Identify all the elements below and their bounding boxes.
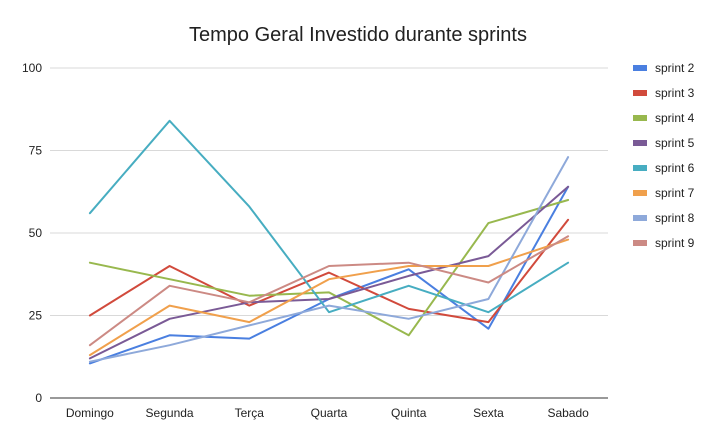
- legend-item: sprint 9: [633, 236, 695, 250]
- series-line-sprint-9: [88, 235, 570, 347]
- legend-swatch: [633, 215, 647, 221]
- legend-swatch: [633, 190, 647, 196]
- x-tick-label: Terça: [235, 406, 265, 420]
- y-tick-label: 75: [29, 144, 43, 158]
- y-axis-ticks: 0 25 50 75 100: [22, 61, 42, 405]
- x-axis-ticks: Domingo Segunda Terça Quarta Quinta Sexta Saba…: [66, 406, 589, 420]
- legend-swatch: [633, 140, 647, 146]
- legend-item: sprint 8: [633, 211, 695, 225]
- x-tick-label: Quarta: [311, 406, 348, 420]
- legend-swatch: [633, 115, 647, 121]
- legend-swatch: [633, 165, 647, 171]
- x-tick-label: Quinta: [391, 406, 427, 420]
- x-tick-label: Domingo: [66, 406, 114, 420]
- legend: sprint 2 sprint 3 sprint 4 sprint 5 sprint 6…: [633, 61, 695, 250]
- series-line-sprint-8: [88, 156, 570, 363]
- series-lines: [88, 119, 570, 365]
- legend-label: sprint 9: [655, 236, 695, 250]
- series-line-sprint-4: [88, 199, 570, 337]
- legend-swatch: [633, 65, 647, 71]
- legend-item: sprint 5: [633, 136, 695, 150]
- series-line-sprint-6: [88, 119, 570, 314]
- legend-item: sprint 7: [633, 186, 695, 200]
- y-tick-label: 50: [29, 226, 43, 240]
- y-tick-label: 0: [35, 391, 42, 405]
- y-tick-label: 100: [22, 61, 42, 75]
- series-line-sprint-2: [88, 185, 570, 365]
- legend-swatch: [633, 240, 647, 246]
- y-tick-label: 25: [29, 309, 43, 323]
- legend-item: sprint 4: [633, 111, 695, 125]
- legend-label: sprint 6: [655, 161, 695, 175]
- legend-label: sprint 3: [655, 86, 695, 100]
- series-line-sprint-3: [88, 218, 570, 324]
- legend-item: sprint 2: [633, 61, 695, 75]
- chart-title: Tempo Geral Investido durante sprints: [189, 24, 527, 46]
- x-tick-label: Segunda: [146, 406, 194, 420]
- legend-swatch: [633, 90, 647, 96]
- legend-label: sprint 5: [655, 136, 695, 150]
- series-line-sprint-5: [88, 185, 570, 360]
- series-line-sprint-7: [88, 238, 570, 357]
- x-tick-label: Sabado: [547, 406, 589, 420]
- legend-label: sprint 7: [655, 186, 695, 200]
- legend-label: sprint 4: [655, 111, 695, 125]
- legend-item: sprint 3: [633, 86, 695, 100]
- x-tick-label: Sexta: [473, 406, 504, 420]
- legend-label: sprint 2: [655, 61, 695, 75]
- legend-label: sprint 8: [655, 211, 695, 225]
- legend-item: sprint 6: [633, 161, 695, 175]
